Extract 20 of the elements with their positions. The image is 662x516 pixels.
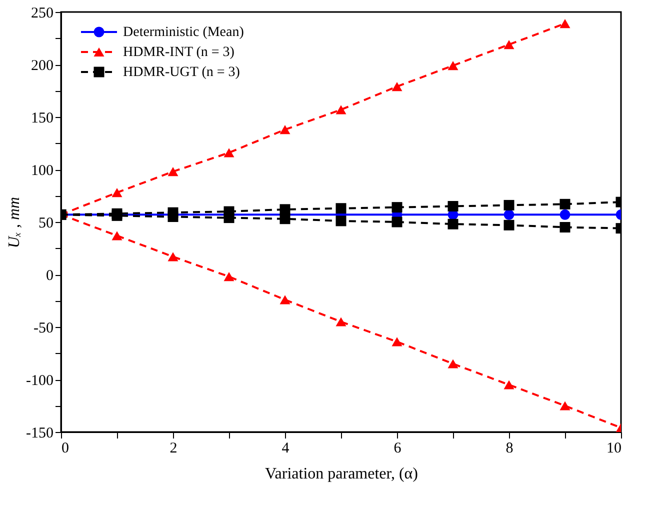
x-tick-label: 6 [394, 440, 402, 456]
legend-label: HDMR-INT (n = 3) [123, 45, 235, 60]
x-axis-title: Variation parameter, (α) [265, 466, 418, 482]
y-tick-label: -50 [34, 320, 54, 336]
y-tick-label: 0 [46, 268, 54, 284]
x-tick-label: 0 [62, 440, 69, 456]
x-tick-label: 10 [606, 440, 622, 456]
y-tick-label: 50 [38, 216, 54, 232]
y-axis-title: Uₓ , mm [6, 196, 24, 248]
y-tick-label: -100 [26, 373, 54, 389]
y-tick-label: 150 [31, 110, 54, 126]
x-tick-label: 2 [170, 440, 178, 456]
y-tick-label: 250 [31, 6, 54, 22]
x-tick-label: 4 [282, 440, 290, 456]
x-tick-label: 8 [506, 440, 514, 456]
legend-label: HDMR-UGT (n = 3) [123, 65, 240, 80]
y-tick-label: 200 [31, 58, 54, 74]
legend-label: Deterministic (Mean) [123, 25, 244, 40]
y-tick-label: 100 [31, 163, 54, 179]
y-tick-label: -150 [26, 426, 54, 442]
